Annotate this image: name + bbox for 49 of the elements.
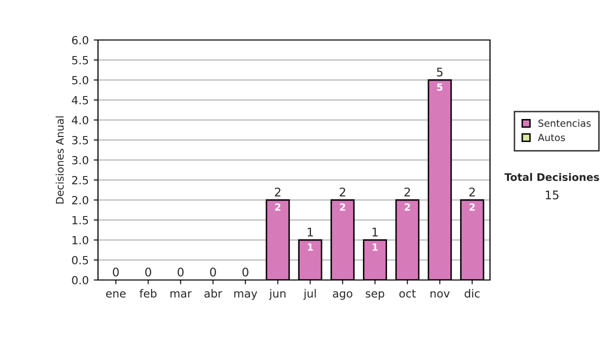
total-label: 2 [469, 188, 475, 196]
data-label: 1 [308, 244, 313, 251]
total-label: 0 [242, 268, 248, 277]
x-tick-label: oct [399, 290, 416, 298]
x-tick-label: dic [464, 289, 480, 298]
total-label: 0 [178, 268, 184, 277]
data-label: 1 [372, 244, 378, 251]
legend-label: Sentencias [538, 119, 591, 127]
x-tick-label: jun [269, 289, 286, 300]
data-label: 5 [437, 84, 442, 91]
total-label: 1 [372, 228, 378, 236]
x-tick-label: mar [170, 291, 192, 298]
x-tick-label: sep [366, 291, 384, 300]
data-label: 2 [340, 203, 346, 211]
text: 15 [546, 190, 558, 200]
total-label: 0 [145, 268, 152, 277]
total-label: 2 [404, 188, 410, 196]
x-tick-label: abr [204, 289, 222, 298]
y-tick-label: 2.5 [72, 176, 88, 184]
y-tick-label: 3.5 [72, 136, 88, 144]
x-tick-label: feb [140, 289, 157, 298]
y-tick-label: 6.0 [72, 36, 88, 44]
data-label: 2 [404, 203, 410, 211]
x-tick-label: may [234, 291, 258, 300]
y-tick-label: 5.5 [72, 56, 88, 64]
total-label: 0 [210, 268, 216, 277]
x-tick-label: jul [303, 289, 316, 300]
y-tick-label: 0.0 [72, 276, 88, 284]
x-tick-label: ago [332, 291, 352, 300]
total-label: 1 [308, 228, 313, 236]
y-tick-label: 4.0 [72, 116, 88, 124]
y-axis-title: Decisiones Anual [56, 116, 64, 204]
data-label: 2 [470, 203, 475, 211]
y-tick-label: 2.0 [72, 196, 88, 204]
y-tick-label: 5.0 [72, 76, 88, 84]
total-label: 5 [436, 68, 443, 77]
y-tick-label: 3.0 [72, 156, 88, 164]
x-tick-label: ene [106, 291, 126, 298]
y-tick-label: 1.0 [72, 236, 88, 244]
data-label: 2 [275, 203, 280, 211]
legend-label: Autos [538, 134, 565, 142]
y-tick-label: 0.5 [72, 256, 88, 264]
total-label: 0 [112, 268, 119, 277]
text: Total Decisiones [504, 172, 600, 182]
y-tick-label: 4.5 [72, 96, 88, 104]
total-label: 2 [340, 188, 346, 196]
y-tick-label: 1.5 [72, 216, 88, 224]
total-label: 2 [274, 188, 280, 196]
x-tick-label: nov [430, 291, 450, 298]
